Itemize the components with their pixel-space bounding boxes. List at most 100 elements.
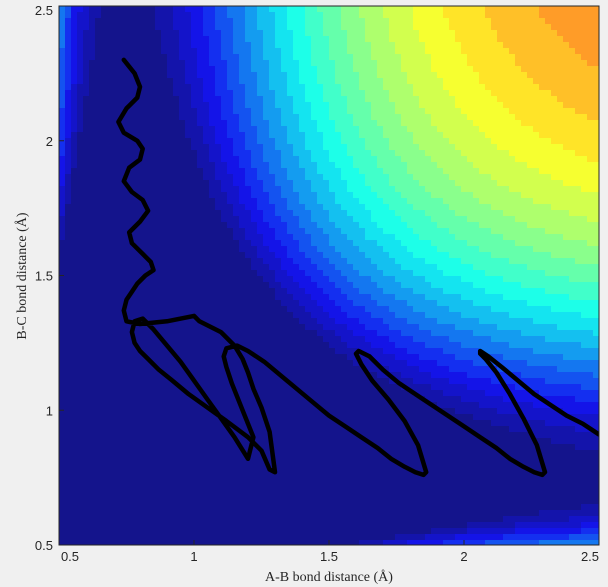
contour-cell (89, 342, 96, 349)
contour-cell (59, 156, 66, 163)
contour-cell (131, 270, 138, 277)
contour-cell (167, 396, 174, 403)
contour-cell (197, 54, 204, 61)
contour-cell (167, 498, 174, 505)
contour-cell (155, 138, 162, 145)
contour-cell (227, 54, 234, 61)
contour-cell (83, 72, 90, 79)
contour-cell (311, 186, 318, 193)
contour-cell (281, 132, 288, 139)
contour-cell (107, 426, 114, 433)
contour-cell (281, 276, 288, 283)
contour-cell (353, 534, 360, 541)
contour-cell (221, 444, 228, 451)
contour-cell (317, 306, 324, 313)
contour-cell (77, 288, 84, 295)
contour-cell (95, 462, 102, 469)
contour-cell (173, 342, 180, 349)
contour-cell (257, 342, 264, 349)
contour-cell (257, 36, 264, 43)
contour-cell (161, 174, 168, 181)
contour-cell (59, 306, 66, 313)
contour-cell (359, 420, 366, 427)
contour-cell (293, 204, 300, 211)
contour-cell (317, 450, 324, 457)
contour-cell (65, 204, 72, 211)
contour-cell (89, 474, 96, 481)
contour-cell (59, 138, 66, 145)
contour-cell (269, 282, 276, 289)
contour-cell (155, 504, 162, 511)
contour-cell (341, 384, 348, 391)
contour-cell (383, 390, 390, 397)
contour-cell (287, 192, 294, 199)
contour-cell (377, 396, 384, 403)
contour-cell (281, 300, 288, 307)
contour-cell (293, 228, 300, 235)
contour-cell (83, 516, 90, 523)
contour-cell (71, 420, 78, 427)
contour-cell (353, 540, 360, 545)
contour-cell (245, 252, 252, 259)
contour-cell (323, 276, 330, 283)
contour-cell (383, 156, 390, 163)
contour-cell (137, 228, 144, 235)
contour-cell (257, 372, 264, 379)
contour-cell (299, 330, 306, 337)
contour-cell (257, 168, 264, 175)
contour-cell (335, 510, 342, 517)
contour-cell (275, 276, 282, 283)
contour-cell (83, 480, 90, 487)
contour-cell (347, 66, 354, 73)
contour-cell (203, 216, 210, 223)
contour-cell (131, 168, 138, 175)
contour-cell (299, 138, 306, 145)
contour-cell (65, 336, 72, 343)
contour-cell (323, 504, 330, 511)
contour-cell (113, 366, 120, 373)
contour-cell (341, 42, 348, 49)
contour-cell (329, 228, 336, 235)
contour-cell (173, 132, 180, 139)
contour-cell (287, 306, 294, 313)
contour-cell (173, 336, 180, 343)
contour-cell (71, 144, 78, 151)
contour-cell (173, 42, 180, 49)
contour-cell (305, 474, 312, 481)
contour-cell (323, 90, 330, 97)
contour-cell (215, 186, 222, 193)
contour-cell (179, 126, 186, 133)
contour-cell (311, 318, 318, 325)
contour-cell (77, 270, 84, 277)
contour-cell (131, 174, 138, 181)
contour-cell (377, 234, 384, 241)
contour-cell (119, 528, 126, 535)
contour-cell (191, 300, 198, 307)
contour-cell (77, 198, 84, 205)
contour-cell (269, 252, 276, 259)
contour-cell (101, 168, 108, 175)
contour-cell (125, 516, 132, 523)
contour-cell (377, 174, 384, 181)
contour-cell (167, 222, 174, 229)
contour-cell (125, 348, 132, 355)
contour-cell (257, 72, 264, 79)
contour-cell (377, 348, 384, 355)
contour-cell (269, 84, 276, 91)
contour-cell (59, 492, 66, 499)
contour-cell (143, 492, 150, 499)
contour-cell (365, 270, 372, 277)
contour-cell (299, 90, 306, 97)
contour-cell (191, 516, 198, 523)
contour-cell (119, 30, 126, 37)
contour-cell (299, 402, 306, 409)
contour-cell (59, 276, 66, 283)
contour-cell (107, 138, 114, 145)
contour-cell (137, 402, 144, 409)
contour-cell (185, 120, 192, 127)
contour-cell (131, 12, 138, 19)
contour-cell (311, 462, 318, 469)
contour-cell (299, 252, 306, 259)
contour-cell (101, 42, 108, 49)
contour-cell (353, 138, 360, 145)
